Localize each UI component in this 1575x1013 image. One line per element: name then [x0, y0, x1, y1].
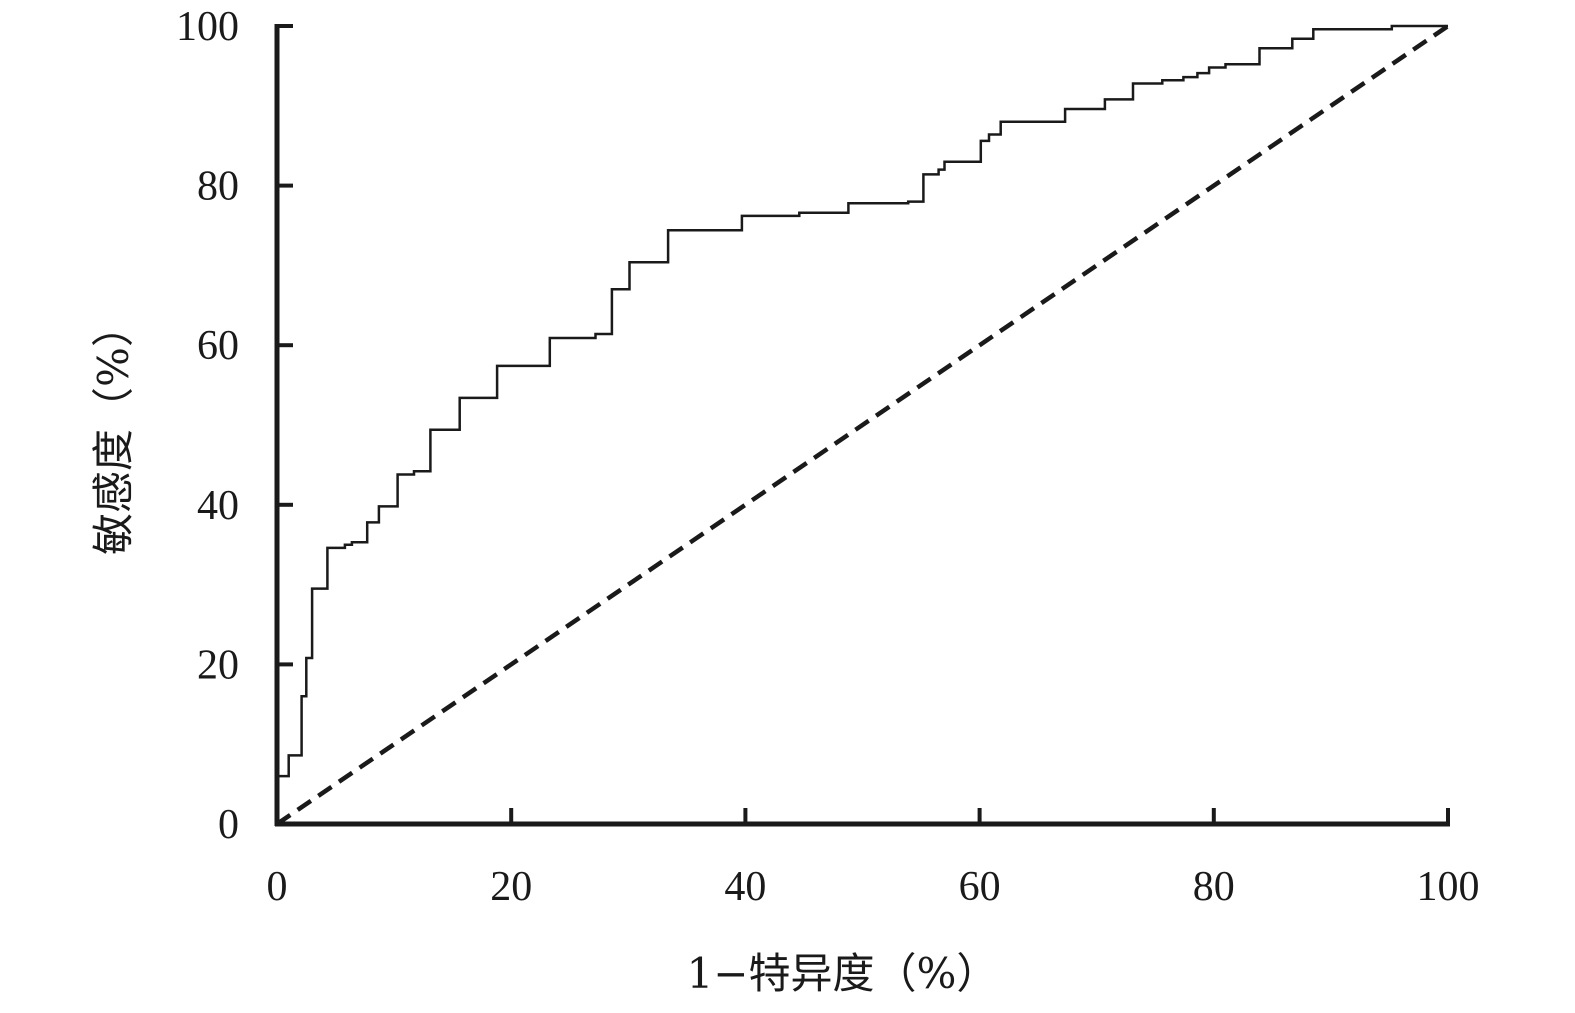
x-axis-title: 1−特异度（%）	[687, 949, 999, 998]
y-tick-label: 40	[197, 483, 239, 529]
y-tick-label: 100	[176, 4, 239, 50]
x-tick-label: 0	[267, 864, 288, 910]
y-tick-label: 20	[197, 642, 239, 688]
x-tick-label: 20	[490, 864, 532, 910]
reference-diagonal-line	[275, 24, 1450, 826]
y-tick-label: 60	[197, 323, 239, 369]
roc-curve-line	[275, 24, 1448, 824]
x-tick-label: 100	[1417, 864, 1480, 910]
x-tick-label: 80	[1193, 864, 1235, 910]
y-tick-label: 80	[197, 164, 239, 210]
x-tick-label: 60	[959, 864, 1001, 910]
x-tick-label: 40	[724, 864, 766, 910]
y-tick-label: 0	[218, 802, 239, 848]
y-axis-title: 敏感度（%）	[89, 305, 138, 555]
